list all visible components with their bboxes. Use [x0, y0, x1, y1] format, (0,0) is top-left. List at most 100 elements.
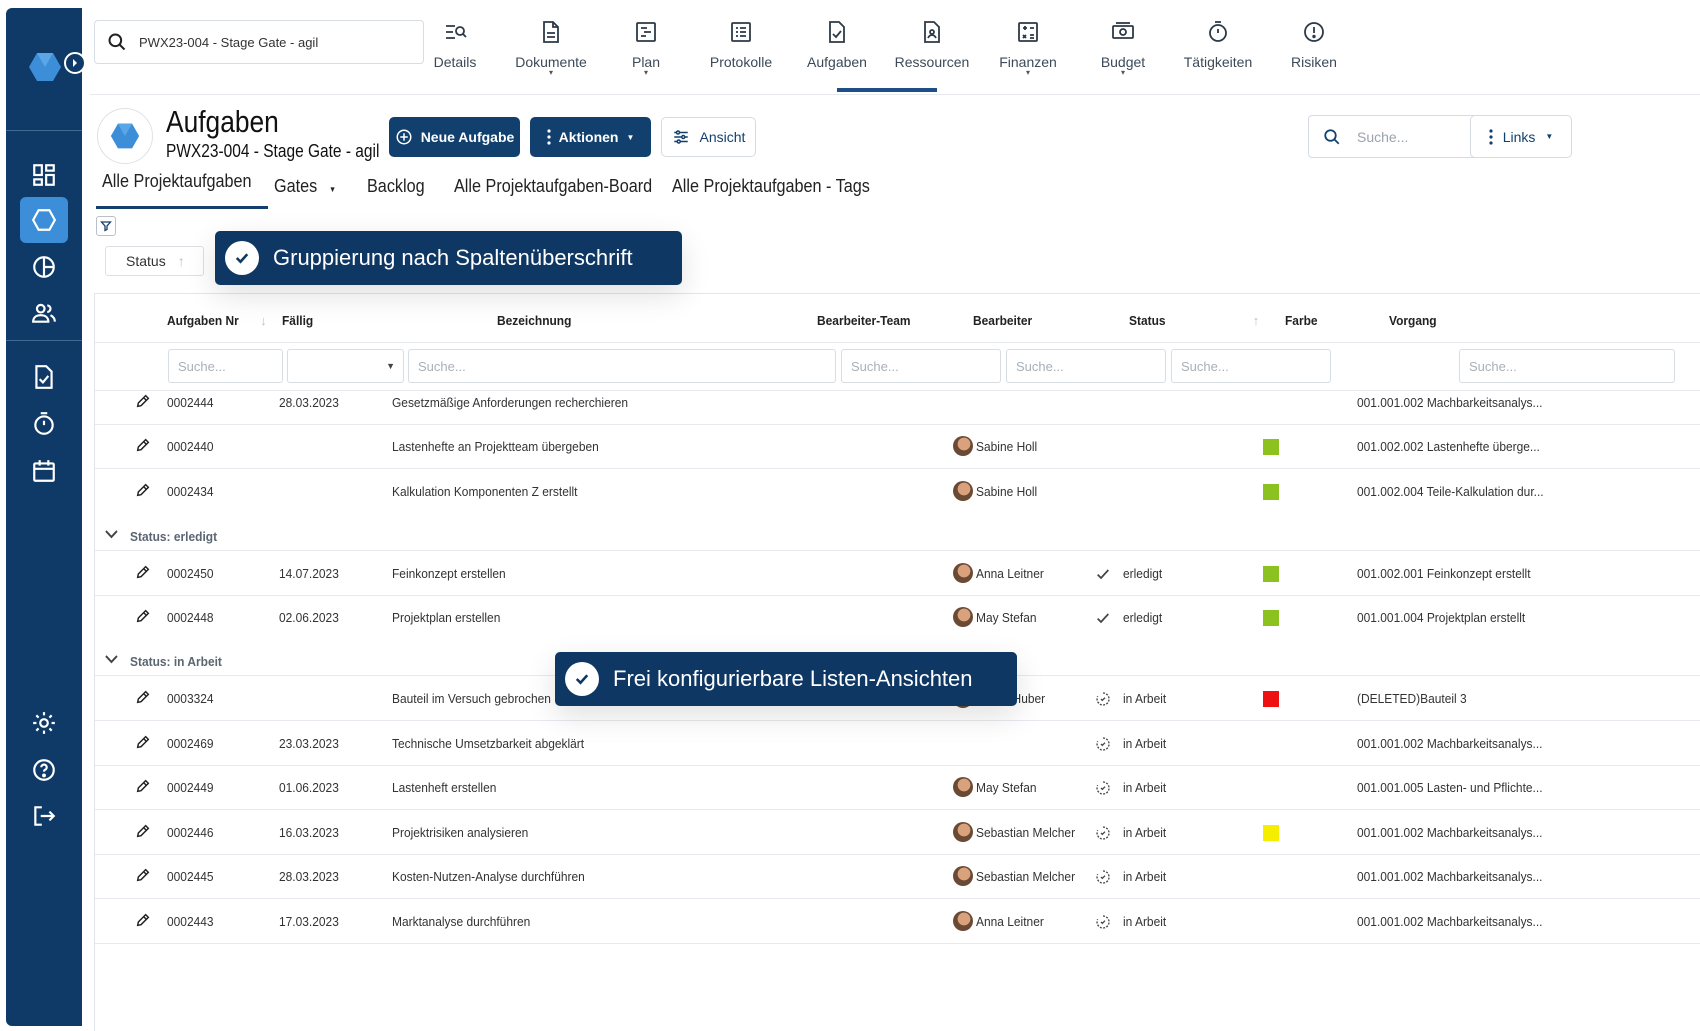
- nav-item-protokolle[interactable]: Protokolle: [691, 14, 791, 70]
- edit-pencil-icon[interactable]: [135, 393, 151, 409]
- color-swatch: [1263, 691, 1279, 707]
- sidebar-item-logout[interactable]: [20, 793, 68, 839]
- column-header-team[interactable]: Bearbeiter-Team: [817, 313, 911, 328]
- in-progress-icon: [1095, 736, 1111, 752]
- nav-active-indicator: [837, 88, 937, 92]
- nav-item-aufgaben[interactable]: Aufgaben: [787, 14, 887, 70]
- sidebar-item-projects[interactable]: [20, 197, 68, 243]
- task-check-icon: [35, 365, 53, 389]
- edit-pencil-icon[interactable]: [135, 437, 151, 453]
- cell-name: Projektplan erstellen: [392, 610, 501, 625]
- edit-pencil-icon[interactable]: [135, 734, 151, 750]
- cell-due: 14.07.2023: [279, 566, 339, 581]
- avatar: [953, 563, 973, 583]
- filter-status-input[interactable]: Suche...: [1171, 349, 1331, 383]
- tab-all-project-tasks[interactable]: Alle Projektaufgaben: [102, 171, 252, 191]
- filter-assignee-input[interactable]: Suche...: [1006, 349, 1166, 383]
- column-header-color[interactable]: Farbe: [1285, 313, 1318, 328]
- sidebar-item-calendar[interactable]: [20, 448, 68, 494]
- cell-process: 001.001.002 Machbarkeitsanalys...: [1357, 869, 1543, 884]
- sidebar-item-help[interactable]: [20, 747, 68, 793]
- view-button[interactable]: Ansicht: [661, 117, 756, 157]
- group-by-status-chip[interactable]: Status ↑: [105, 246, 204, 276]
- cell-due: 17.03.2023: [279, 914, 339, 929]
- stopwatch-icon: [34, 412, 54, 435]
- edit-pencil-icon[interactable]: [135, 482, 151, 498]
- plan-icon: [636, 22, 656, 42]
- edit-pencil-icon[interactable]: [135, 912, 151, 928]
- column-header-assignee[interactable]: Bearbeiter: [973, 313, 1033, 328]
- filter-due-select[interactable]: ▼: [287, 349, 404, 383]
- edit-pencil-icon[interactable]: [135, 608, 151, 624]
- filter-process-input[interactable]: Suche...: [1459, 349, 1675, 383]
- row-divider: [95, 809, 1700, 810]
- filter-button[interactable]: [96, 216, 116, 236]
- check-circle-icon: [565, 662, 599, 696]
- tab-board[interactable]: Alle Projektaufgaben-Board: [454, 176, 653, 196]
- sort-up-arrow-icon: ↑: [177, 253, 185, 269]
- task-search-input[interactable]: Suche...: [1308, 115, 1553, 158]
- color-swatch: [1263, 566, 1279, 582]
- links-button[interactable]: Links ▼: [1470, 115, 1572, 158]
- column-title: Aufgaben Nr: [167, 313, 239, 328]
- cell-status: in Arbeit: [1123, 914, 1167, 929]
- sidebar-item-portfolio[interactable]: [20, 244, 68, 290]
- filter-team-input[interactable]: Suche...: [841, 349, 1001, 383]
- cell-name: Lastenhefte an Projektteam übergeben: [392, 439, 599, 454]
- cell-assignee: Anna Leitner: [976, 914, 1044, 929]
- cell-task-nr: 0002446: [167, 825, 214, 840]
- column-header-process[interactable]: Vorgang: [1389, 313, 1437, 328]
- tab-backlog[interactable]: Backlog: [367, 176, 425, 196]
- sidebar-item-users[interactable]: [20, 290, 68, 336]
- cell-task-nr: 0002449: [167, 780, 214, 795]
- nav-item-ressourcen[interactable]: Ressourcen: [882, 14, 982, 70]
- group-collapse-chevron-icon[interactable]: [105, 652, 118, 667]
- edit-pencil-icon[interactable]: [135, 564, 151, 580]
- cell-task-nr: 0002440: [167, 439, 214, 454]
- group-collapse-chevron-icon[interactable]: [105, 527, 118, 542]
- app-logo-icon[interactable]: [28, 50, 62, 84]
- page-subtitle: PWX23-004 - Stage Gate - agil: [166, 141, 380, 161]
- caret-down-icon: ▼: [386, 361, 395, 371]
- sidebar-toggle-button[interactable]: [64, 52, 86, 74]
- nav-item-dokumente[interactable]: Dokumente ▾: [501, 14, 601, 77]
- actions-button[interactable]: Aktionen ▼: [530, 117, 651, 157]
- new-task-button[interactable]: Neue Aufgabe: [389, 117, 520, 157]
- cell-task-nr: 0002434: [167, 484, 214, 499]
- nav-item-label: Tätigkeiten: [1183, 54, 1253, 70]
- in-progress-icon: [1095, 914, 1111, 930]
- nav-item-finanzen[interactable]: Finanzen ▾: [978, 14, 1078, 77]
- avatar: [953, 436, 973, 456]
- edit-pencil-icon[interactable]: [135, 823, 151, 839]
- nav-item-label: Risiken: [1291, 54, 1337, 70]
- edit-pencil-icon[interactable]: [135, 778, 151, 794]
- tab-tags[interactable]: Alle Projektaufgaben - Tags: [672, 176, 870, 196]
- filter-task-nr-input[interactable]: Suche...: [168, 349, 283, 383]
- row-divider: [95, 943, 1700, 944]
- cell-due: 01.06.2023: [279, 780, 339, 795]
- nav-item-plan[interactable]: Plan ▾: [596, 14, 696, 77]
- edit-pencil-icon[interactable]: [135, 867, 151, 883]
- column-header-task-nr[interactable]: Aufgaben Nr ↓: [167, 313, 266, 328]
- column-header-name[interactable]: Bezeichnung: [497, 313, 572, 328]
- chevron-right-icon: [73, 59, 77, 67]
- sidebar-item-tasks[interactable]: [20, 354, 68, 400]
- tab-gates[interactable]: Gates ▼: [274, 176, 336, 197]
- dropdown-dot-icon: ▾: [1025, 68, 1030, 77]
- edit-pencil-icon[interactable]: [135, 689, 151, 705]
- color-swatch: [1263, 484, 1279, 500]
- nav-item-details[interactable]: Details: [405, 14, 505, 70]
- column-header-status[interactable]: Status: [1129, 313, 1166, 328]
- nav-item-budget[interactable]: Budget ▾: [1073, 14, 1173, 77]
- sidebar-item-time[interactable]: [20, 401, 68, 447]
- cell-task-nr: 0002469: [167, 736, 214, 751]
- sliders-icon: [673, 130, 688, 144]
- filter-name-input[interactable]: Suche...: [408, 349, 836, 383]
- cell-name: Marktanalyse durchführen: [392, 914, 531, 929]
- sidebar-item-dashboard[interactable]: [20, 152, 68, 198]
- nav-item-risiken[interactable]: Risiken: [1264, 14, 1364, 70]
- column-header-due[interactable]: Fällig: [282, 313, 314, 328]
- project-search-input[interactable]: PWX23-004 - Stage Gate - agil: [94, 20, 424, 64]
- nav-item-tätigkeiten[interactable]: Tätigkeiten: [1168, 14, 1268, 70]
- sidebar-item-settings[interactable]: [20, 700, 68, 746]
